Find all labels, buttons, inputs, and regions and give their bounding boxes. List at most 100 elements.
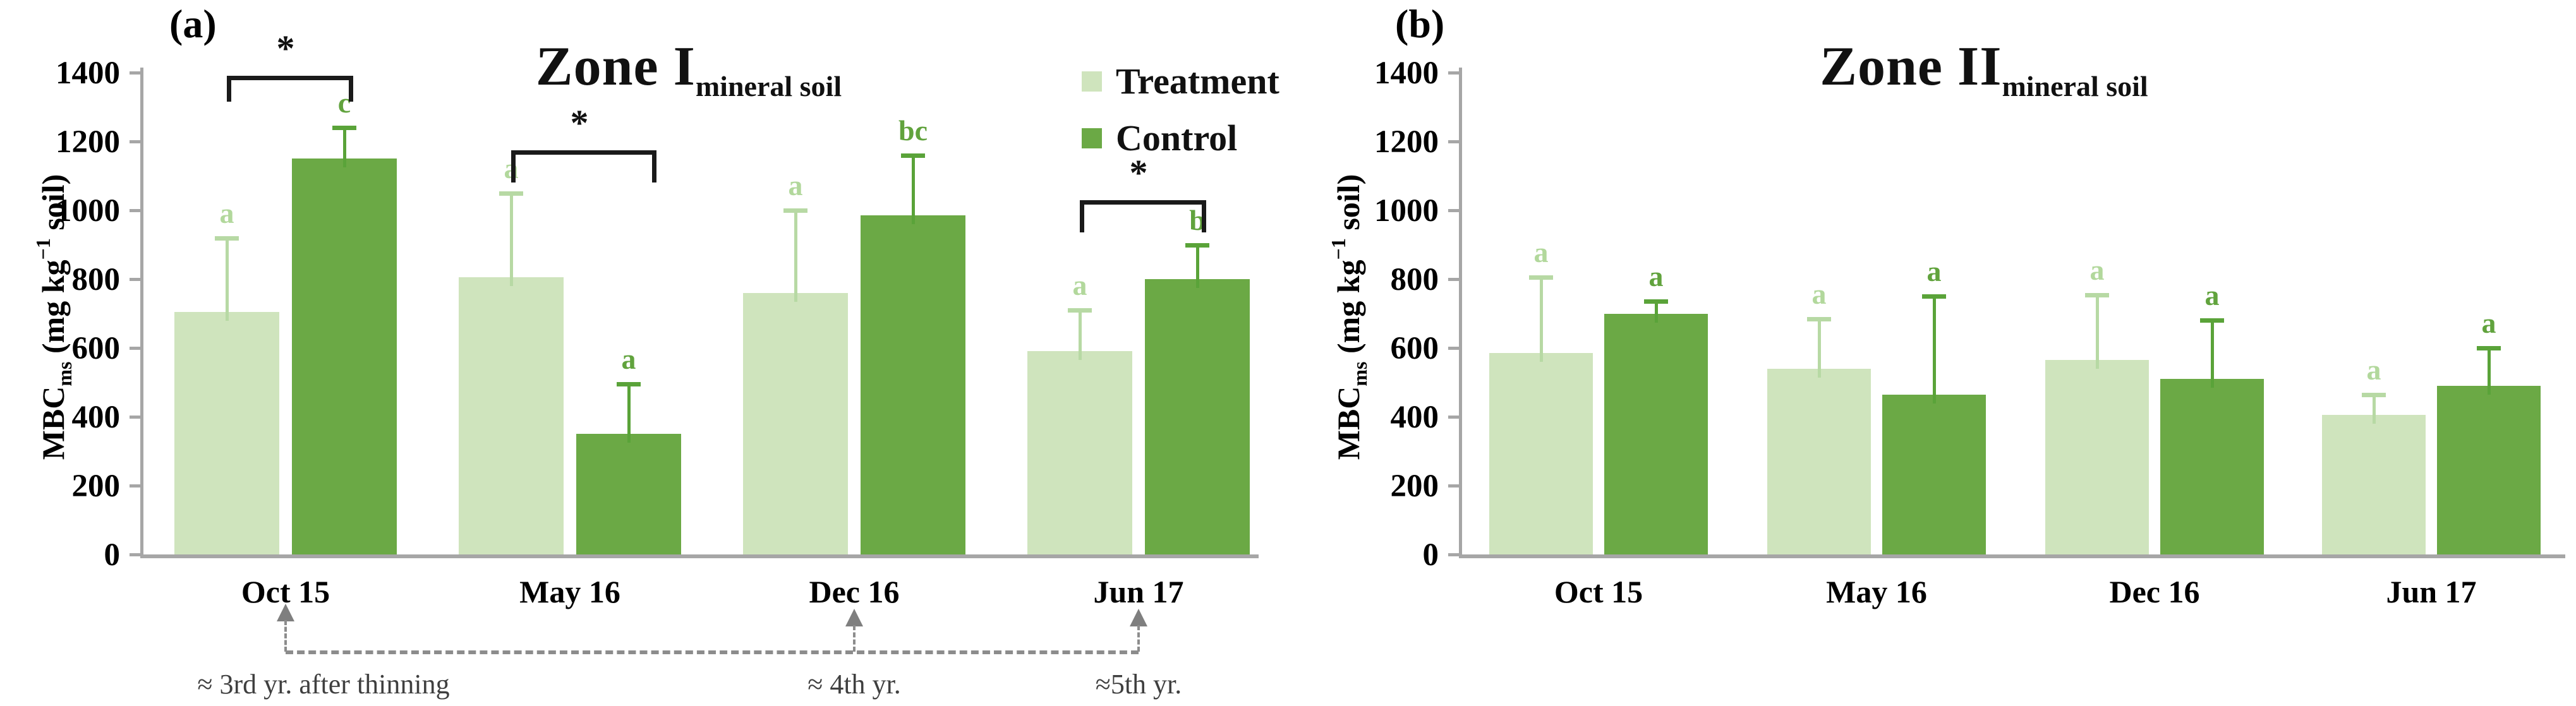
- panel-a-title: Zone Imineral soil: [404, 39, 973, 101]
- error-bar-stem: [1196, 245, 1199, 288]
- error-bar-stem: [794, 210, 797, 302]
- x-tick-label: Dec 16: [809, 574, 900, 609]
- sig-letter: a: [2204, 279, 2220, 311]
- y-axis-line: [1459, 68, 1462, 558]
- significance-bracket: [227, 76, 353, 102]
- legend-row-control: Control: [1082, 120, 1279, 157]
- legend: Treatment Control: [1082, 63, 1279, 177]
- y-axis-tick: [1448, 71, 1462, 75]
- y-axis-tick: [130, 416, 143, 419]
- timeline-label: ≈ 3rd yr. after thinning: [197, 669, 450, 700]
- legend-label-control: Control: [1116, 117, 1238, 159]
- error-bar-stem: [2373, 395, 2376, 424]
- x-tick-label: Jun 17: [1093, 574, 1184, 609]
- error-bar-cap: [1185, 243, 1209, 248]
- error-bar-cap: [783, 208, 807, 213]
- panel-a-title-main: Zone I: [535, 36, 696, 97]
- error-bar-stem: [2211, 320, 2214, 388]
- significance-star: *: [570, 102, 589, 143]
- panel-b-title: Zone IImineral soil: [1700, 39, 2268, 101]
- panel-a-corner-label: (a): [169, 1, 217, 46]
- panel-b: (b) Zone IImineral soil MBCms (mg kg−1 s…: [1295, 0, 2576, 706]
- x-axis-line: [1459, 554, 2565, 558]
- y-axis-tick: [130, 553, 143, 556]
- sig-letter: a: [1533, 236, 1549, 268]
- sig-letter: a: [621, 343, 636, 375]
- x-tick-label: Oct 15: [1554, 574, 1643, 609]
- y-axis-tick: [1448, 553, 1462, 556]
- y-axis-line: [140, 68, 143, 558]
- error-bar-stem: [1079, 310, 1082, 360]
- error-bar-stem: [627, 384, 631, 443]
- error-bar-cap: [1922, 294, 1946, 299]
- error-bar-cap: [1529, 275, 1553, 280]
- x-tick-label: Oct 15: [241, 574, 330, 609]
- timeline-arrow-stem: [1137, 625, 1140, 652]
- y-tick-label: 800: [1390, 262, 1439, 297]
- error-bar-stem: [1933, 296, 1936, 404]
- sig-letter: a: [2089, 254, 2105, 286]
- bar-control: [292, 159, 397, 554]
- sig-letter: a: [788, 169, 803, 201]
- y-tick-label: 600: [71, 331, 121, 366]
- error-bar-cap: [2362, 393, 2386, 397]
- timeline-arrow-icon: [845, 609, 863, 626]
- y-tick-label: 1200: [56, 124, 120, 160]
- error-bar-stem: [510, 193, 513, 286]
- timeline-arrow-icon: [277, 604, 294, 621]
- bar-control: [2437, 386, 2541, 554]
- sig-letter: a: [1072, 269, 1087, 301]
- y-axis-tick: [1448, 278, 1462, 281]
- x-tick-label: May 16: [519, 574, 620, 609]
- timeline-arrow-stem: [853, 625, 856, 652]
- y-tick-label: 1000: [1374, 193, 1439, 229]
- y-tick-label: 1000: [56, 193, 120, 229]
- timeline-label: ≈ 4th yr.: [807, 669, 901, 700]
- bar-control: [1882, 395, 1986, 554]
- bar-treatment: [2045, 360, 2149, 554]
- significance-bracket: [511, 150, 656, 182]
- error-bar-stem: [1818, 319, 1821, 378]
- error-bar-cap: [2085, 293, 2109, 297]
- y-tick-label: 0: [1422, 537, 1439, 573]
- sig-letter: a: [2366, 354, 2381, 386]
- x-tick-label: Dec 16: [2109, 574, 2200, 609]
- y-tick-label: 600: [1390, 331, 1439, 366]
- x-tick-label: May 16: [1826, 574, 1927, 609]
- bar-control: [576, 434, 681, 554]
- error-bar-stem: [2096, 295, 2099, 369]
- error-bar-cap: [2477, 346, 2501, 350]
- y-tick-label: 1400: [56, 56, 120, 91]
- error-bar-stem: [343, 128, 346, 167]
- sig-letter: a: [2481, 307, 2496, 339]
- y-axis-tick: [130, 278, 143, 281]
- bar-control: [861, 215, 965, 554]
- x-tick-label: Jun 17: [2386, 574, 2477, 609]
- y-tick-label: 800: [71, 262, 121, 297]
- error-bar-cap: [2200, 318, 2224, 323]
- control-swatch-icon: [1082, 128, 1102, 148]
- y-axis-tick: [130, 347, 143, 350]
- y-axis-tick: [130, 484, 143, 488]
- error-bar-cap: [499, 191, 523, 196]
- sig-letter: a: [1648, 260, 1664, 292]
- x-axis-line: [140, 554, 1259, 558]
- y-axis-tick: [1448, 484, 1462, 488]
- y-axis-tick: [130, 71, 143, 75]
- error-bar-stem: [226, 238, 229, 321]
- bar-treatment: [1767, 369, 1871, 554]
- bar-control: [2160, 379, 2264, 554]
- bar-treatment: [174, 312, 279, 554]
- sig-letter: bc: [898, 114, 928, 147]
- y-tick-label: 1400: [1374, 56, 1439, 91]
- error-bar-cap: [1068, 308, 1092, 313]
- panel-a-title-subscript: mineral soil: [695, 70, 842, 102]
- y-tick-label: 400: [1390, 400, 1439, 435]
- timeline-label: ≈5th yr.: [1095, 669, 1182, 700]
- error-bar-stem: [2488, 348, 2491, 395]
- y-axis-tick: [1448, 416, 1462, 419]
- y-axis-tick: [130, 140, 143, 143]
- y-tick-label: 200: [71, 469, 121, 504]
- timeline-arrow-stem: [284, 620, 287, 652]
